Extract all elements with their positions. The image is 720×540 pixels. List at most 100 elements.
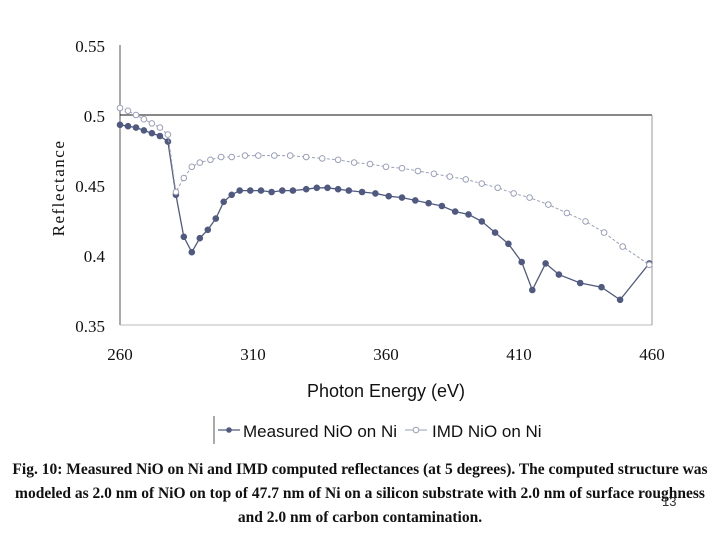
x-tick-label: 310 — [240, 345, 266, 364]
x-tick-label: 360 — [373, 345, 399, 364]
data-point-imd — [180, 174, 188, 182]
legend-measured-marker — [226, 427, 232, 433]
data-point-measured — [542, 260, 549, 267]
data-point-measured — [555, 271, 563, 278]
data-point-imd — [148, 120, 156, 127]
y-tick-label: 0.45 — [75, 177, 105, 196]
y-tick-label: 0.55 — [75, 37, 105, 56]
data-point-measured — [164, 138, 172, 145]
data-point-imd — [156, 124, 164, 131]
data-point-imd — [350, 159, 358, 166]
slide-number: 13 — [662, 494, 677, 509]
x-axis-label: Photon Energy (eV) — [307, 381, 465, 401]
data-point-imd — [462, 176, 470, 183]
data-point-imd — [116, 104, 124, 112]
data-point-measured — [156, 132, 164, 140]
data-point-measured — [236, 187, 243, 194]
legend: Measured NiO on Ni IMD NiO on Ni — [213, 416, 542, 444]
data-point-measured — [132, 124, 140, 131]
data-point-imd — [510, 190, 518, 197]
data-point-imd — [563, 209, 571, 217]
data-point-imd — [318, 155, 326, 162]
data-point-imd — [414, 167, 422, 175]
data-point-imd — [228, 153, 235, 161]
data-point-measured — [140, 127, 148, 134]
data-point-imd — [446, 173, 454, 180]
data-point-measured — [425, 199, 432, 207]
data-point-measured — [313, 184, 321, 192]
data-point-imd — [217, 153, 225, 161]
data-point-measured — [228, 191, 235, 199]
data-point-imd — [124, 107, 132, 115]
x-tick-labels: 260 310 360 410 460 — [107, 345, 665, 364]
data-point-measured — [616, 296, 624, 304]
data-point-measured — [289, 187, 297, 194]
y-tick-labels: 0.35 0.4 0.45 0.5 0.55 — [75, 37, 105, 336]
data-point-measured — [257, 187, 265, 194]
data-point-imd — [241, 152, 249, 159]
data-point-imd — [132, 111, 140, 119]
data-point-imd — [494, 184, 502, 192]
y-tick-label: 0.35 — [75, 317, 105, 336]
data-point-measured — [345, 187, 353, 194]
data-point-imd — [582, 218, 589, 225]
data-point-imd — [478, 180, 486, 187]
figure-caption: Fig. 10: Measured NiO on Ni and IMD comp… — [12, 461, 708, 526]
data-point-imd — [526, 194, 533, 201]
series-line-measured — [119, 124, 650, 301]
data-point-imd — [254, 152, 262, 159]
data-point-measured — [124, 122, 132, 130]
legend-imd-label: IMD NiO on Ni — [432, 422, 542, 441]
data-point-imd — [164, 131, 172, 138]
data-point-measured — [188, 248, 196, 256]
x-tick-label: 260 — [107, 345, 133, 364]
data-point-measured — [576, 279, 584, 287]
legend-imd-marker — [412, 426, 420, 434]
data-point-measured — [465, 211, 472, 218]
y-axis-label: Reflectance — [49, 140, 68, 237]
data-point-measured — [412, 197, 419, 204]
data-point-measured — [324, 184, 331, 192]
data-point-imd — [207, 156, 214, 164]
legend-measured-label: Measured NiO on Ni — [243, 422, 397, 441]
data-point-imd — [286, 152, 294, 159]
y-tick-label: 0.5 — [84, 107, 105, 126]
data-point-imd — [172, 188, 180, 196]
data-point-measured — [505, 240, 512, 248]
data-point-measured — [116, 121, 124, 129]
data-point-imd — [619, 243, 627, 250]
data-point-imd — [366, 160, 374, 168]
chart-axes — [119, 45, 653, 326]
data-point-measured — [212, 215, 220, 222]
data-point-measured — [204, 226, 212, 234]
y-tick-label: 0.4 — [84, 247, 106, 266]
data-point-imd — [140, 115, 148, 123]
data-point-measured — [148, 129, 156, 137]
x-tick-label: 460 — [639, 345, 665, 364]
data-point-measured — [247, 187, 254, 194]
data-point-measured — [279, 187, 286, 194]
data-point-measured — [385, 192, 393, 200]
data-point-measured — [438, 202, 446, 210]
data-point-imd — [545, 201, 552, 208]
data-point-measured — [196, 234, 204, 242]
data-point-measured — [478, 218, 486, 225]
data-point-measured — [358, 188, 366, 196]
data-point-measured — [518, 258, 526, 266]
data-point-imd — [382, 163, 390, 171]
data-point-imd — [271, 152, 278, 159]
data-point-measured — [529, 286, 536, 294]
data-point-measured — [372, 190, 379, 197]
data-point-measured — [398, 194, 406, 201]
data-point-measured — [302, 185, 310, 193]
data-point-imd — [334, 156, 342, 164]
data-point-imd — [302, 153, 310, 161]
data-point-measured — [491, 229, 499, 236]
data-point-measured — [334, 185, 342, 193]
data-point-imd — [196, 159, 204, 166]
data-point-imd — [646, 261, 653, 269]
data-point-measured — [451, 208, 459, 215]
data-point-imd — [398, 164, 406, 172]
data-point-imd — [600, 229, 608, 236]
